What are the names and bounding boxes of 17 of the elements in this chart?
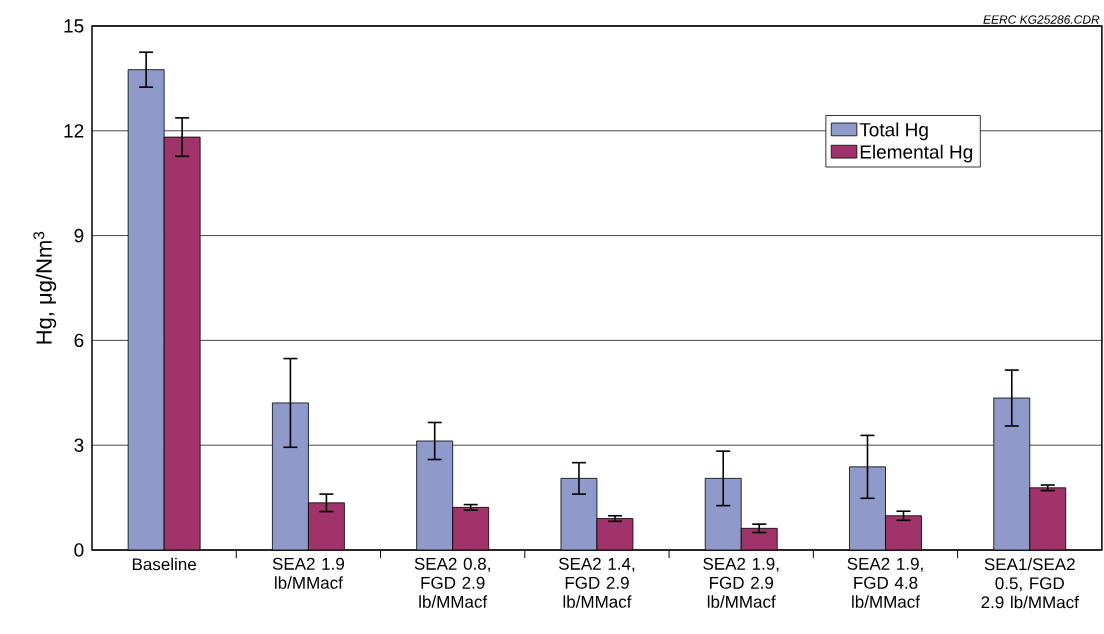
legend-label: Elemental Hg bbox=[860, 144, 973, 163]
y-tick-label: 12 bbox=[64, 124, 84, 138]
x-tick-label: SEA2 0.8, FGD 2.9 lb/MMacf bbox=[414, 557, 490, 608]
y-axis-title: Hg, μg/Nm$^{3}$ bbox=[33, 231, 57, 344]
x-tick-label: SEA2 1.9 lb/MMacf bbox=[272, 557, 344, 589]
y-tick-label: 15 bbox=[64, 19, 84, 33]
x-tick-label: Baseline bbox=[132, 557, 196, 571]
legend-label: Total Hg bbox=[859, 122, 928, 141]
x-tick-label: SEA2 1.9, FGD 4.8 lb/MMacf bbox=[847, 557, 923, 608]
x-tick-label: SEA1/SEA2 0.5, FGD 2.9 lb/MMacf bbox=[981, 557, 1079, 609]
x-tick-label: SEA2 1.4, FGD 2.9 lb/MMacf bbox=[558, 557, 635, 608]
y-tick-label: 0 bbox=[74, 543, 84, 557]
y-tick-label: 9 bbox=[74, 228, 84, 243]
text: EERC KG25286.CDR bbox=[983, 15, 1100, 24]
x-tick-label: SEA2 1.9, FGD 2.9 lb/MMacf bbox=[703, 557, 779, 608]
y-tick-label: 6 bbox=[74, 333, 84, 348]
y-tick-label: 3 bbox=[74, 438, 84, 452]
